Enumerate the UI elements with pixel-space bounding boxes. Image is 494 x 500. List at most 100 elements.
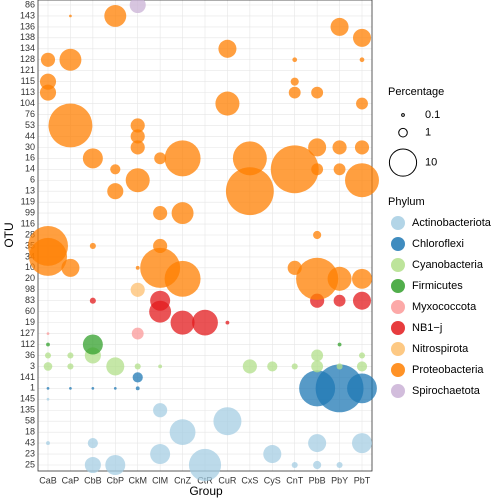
bubble <box>225 320 230 325</box>
y-tick-label: 134 <box>20 43 35 53</box>
y-tick-label: 135 <box>20 405 35 415</box>
bubble <box>352 433 372 454</box>
size-legend-label: 10 <box>425 156 437 168</box>
bubble <box>107 183 124 200</box>
size-legend-title: Percentage <box>388 86 444 98</box>
bubble <box>135 386 140 391</box>
bubble <box>170 310 195 335</box>
bubble <box>149 300 172 323</box>
x-tick-label: CaB <box>39 475 57 485</box>
bubble <box>82 334 103 355</box>
size-legend-key <box>388 148 418 177</box>
bubble <box>337 342 342 347</box>
bubble <box>333 294 346 307</box>
legend-label: Firmicutes <box>412 280 463 292</box>
x-tick-label: CbB <box>84 475 102 485</box>
bubble <box>164 260 201 297</box>
bubble <box>153 403 168 418</box>
y-tick-label: 14 <box>25 164 35 174</box>
x-tick-label: CaP <box>62 475 80 485</box>
y-tick-label: 112 <box>21 339 35 349</box>
y-tick-label: 115 <box>21 76 35 86</box>
bubble <box>105 455 126 475</box>
bubble <box>150 444 171 465</box>
bubble <box>352 268 372 289</box>
bubble <box>106 357 125 376</box>
bubble <box>84 456 101 474</box>
bubble <box>291 461 298 469</box>
bubble <box>327 266 352 291</box>
bubble <box>130 140 145 155</box>
legend-key <box>391 258 405 272</box>
bubble <box>225 167 274 216</box>
legend-label: Spirochaetota <box>412 385 481 397</box>
y-tick-label: 143 <box>20 10 35 20</box>
y-tick-label: 99 <box>25 207 35 217</box>
legend-key <box>391 363 405 377</box>
bubble <box>46 386 50 390</box>
y-tick-label: 145 <box>20 394 35 404</box>
color-legend-title: Phylum <box>388 196 425 208</box>
y-tick-label: 30 <box>25 142 35 152</box>
bubble <box>213 407 242 436</box>
y-tick-label: 19 <box>25 317 35 327</box>
y-tick-label: 23 <box>25 448 35 458</box>
bubble <box>313 460 322 470</box>
bubble <box>352 28 372 47</box>
bubble <box>158 364 163 369</box>
bubble <box>290 77 299 86</box>
y-tick-label: 138 <box>20 32 35 42</box>
legend-label: Nitrospirota <box>412 343 469 355</box>
y-tick-label: 121 <box>20 65 35 75</box>
bubble <box>218 39 237 58</box>
bubble <box>89 297 96 304</box>
legend-key <box>391 279 405 293</box>
size-legend-key <box>401 113 405 117</box>
bubble <box>129 0 146 14</box>
bubble <box>69 14 72 18</box>
x-tick-label: PbT <box>354 475 371 485</box>
bubble <box>67 363 74 370</box>
x-tick-label: CnT <box>286 475 304 485</box>
y-tick-label: 60 <box>25 306 35 316</box>
legend-key <box>391 237 405 251</box>
y-tick-label: 1 <box>30 383 35 393</box>
size-legend-label: 0.1 <box>425 109 440 121</box>
y-tick-label: 86 <box>25 0 35 9</box>
bubble <box>311 349 324 362</box>
bubble <box>104 4 127 27</box>
x-tick-label: CxS <box>241 475 258 485</box>
bubble <box>171 202 194 225</box>
y-tick-label: 43 <box>25 437 35 447</box>
bubble <box>164 140 201 177</box>
y-tick-label: 119 <box>21 197 35 207</box>
bubble <box>154 152 167 165</box>
bubble <box>46 441 50 446</box>
legend-label: NB1−j <box>412 322 442 334</box>
y-tick-label: 13 <box>25 186 35 196</box>
legend-label: Myxococcota <box>412 301 477 313</box>
x-tick-label: PbY <box>331 475 348 485</box>
y-tick-label: 53 <box>25 120 35 130</box>
bubble <box>29 237 67 276</box>
x-tick-label: PbB <box>309 475 326 485</box>
legend-label: Actinobacteriota <box>412 217 492 229</box>
bubble <box>311 86 324 99</box>
bubble <box>125 168 150 193</box>
y-tick-label: 16 <box>25 153 35 163</box>
y-tick-label: 116 <box>21 218 35 228</box>
y-tick-label: 10 <box>25 262 35 272</box>
bubble <box>82 148 103 169</box>
bubble <box>67 352 74 359</box>
x-tick-label: CnZ <box>174 475 192 485</box>
bubble <box>44 352 52 359</box>
bubble <box>313 230 322 240</box>
y-tick-label: 127 <box>20 328 35 338</box>
y-tick-label: 18 <box>25 427 35 437</box>
bubble <box>40 52 56 67</box>
legend-key <box>391 342 405 356</box>
bubble <box>43 362 53 371</box>
bubble <box>332 140 347 155</box>
y-tick-label: 44 <box>25 131 35 141</box>
